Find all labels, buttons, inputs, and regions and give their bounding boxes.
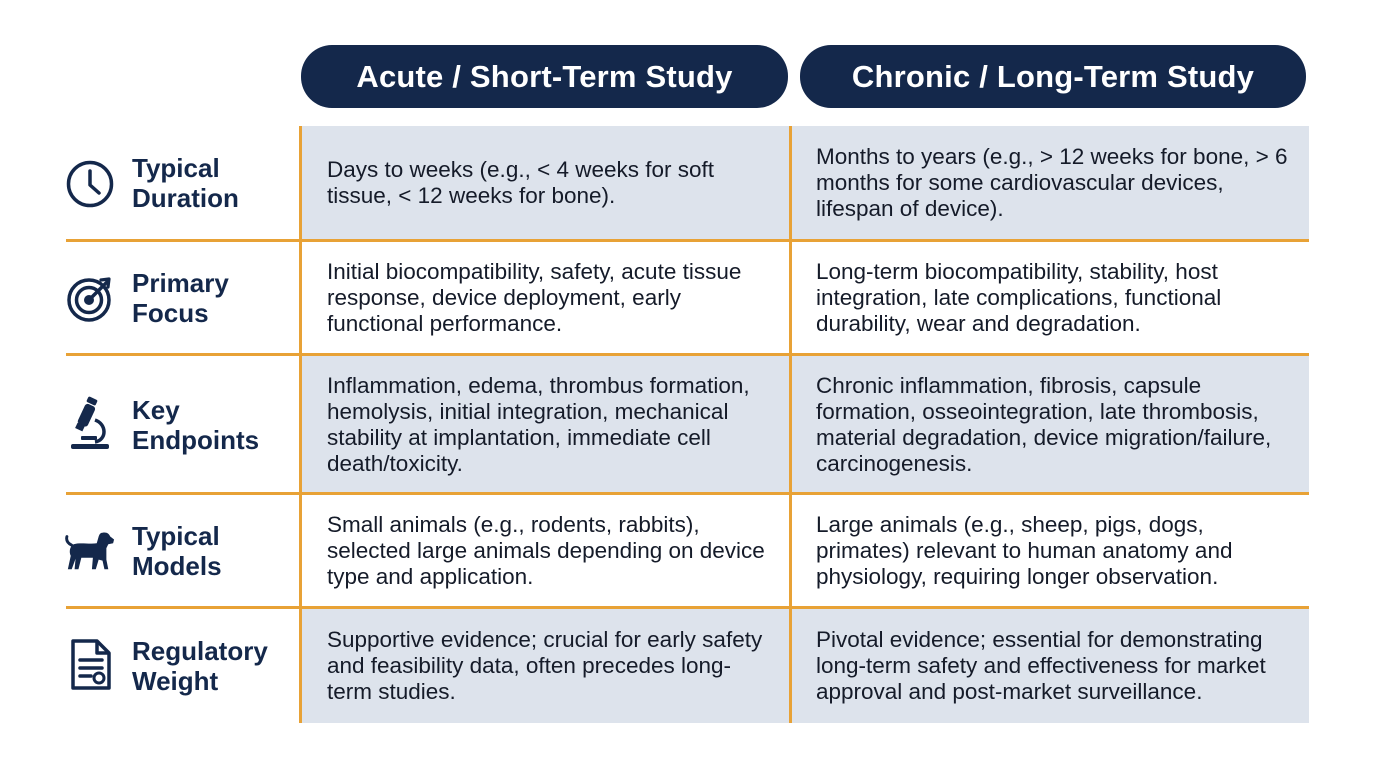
column-divider-left xyxy=(299,126,302,723)
microscope-icon xyxy=(64,396,116,450)
row-label: Typical Duration xyxy=(132,153,239,213)
chronic-study-header: Chronic / Long-Term Study xyxy=(800,45,1306,108)
row-label: Typical Models xyxy=(132,521,222,581)
row-typical-models: Typical Models Small animals (e.g., rode… xyxy=(0,495,1376,607)
row-typical-duration: Typical Duration Days to weeks (e.g., < … xyxy=(0,126,1376,240)
acute-cell: Days to weeks (e.g., < 4 weeks for soft … xyxy=(302,126,790,240)
acute-study-header: Acute / Short-Term Study xyxy=(301,45,788,108)
dog-icon xyxy=(64,525,116,577)
target-icon xyxy=(64,272,116,324)
row-divider xyxy=(66,353,1309,356)
row-label: Regulatory Weight xyxy=(132,636,268,696)
column-divider-middle xyxy=(789,126,792,723)
chronic-cell: Pivotal evidence; essential for demonstr… xyxy=(792,609,1309,723)
chronic-cell: Months to years (e.g., > 12 weeks for bo… xyxy=(792,126,1309,240)
row-label: Primary Focus xyxy=(132,268,229,328)
row-divider xyxy=(66,606,1309,609)
chronic-cell: Large animals (e.g., sheep, pigs, dogs, … xyxy=(816,512,1233,589)
row-regulatory-weight: Regulatory Weight Supportive evidence; c… xyxy=(0,609,1376,723)
chronic-cell: Long-term biocompatibility, stability, h… xyxy=(816,259,1222,336)
row-divider xyxy=(66,492,1309,495)
row-key-endpoints: Key Endpoints Inflammation, edema, throm… xyxy=(0,356,1376,493)
clock-icon xyxy=(64,158,116,210)
row-divider xyxy=(66,239,1309,242)
document-icon xyxy=(64,639,116,691)
acute-cell: Inflammation, edema, thrombus formation,… xyxy=(302,356,790,493)
acute-cell: Supportive evidence; crucial for early s… xyxy=(302,609,790,723)
chronic-cell: Chronic inflammation, fibrosis, capsule … xyxy=(792,356,1309,493)
acute-cell: Small animals (e.g., rodents, rabbits), … xyxy=(327,512,765,589)
row-primary-focus: Primary Focus Initial biocompatibility, … xyxy=(0,242,1376,354)
acute-cell: Initial biocompatibility, safety, acute … xyxy=(327,259,742,336)
row-label: Key Endpoints xyxy=(132,394,260,455)
